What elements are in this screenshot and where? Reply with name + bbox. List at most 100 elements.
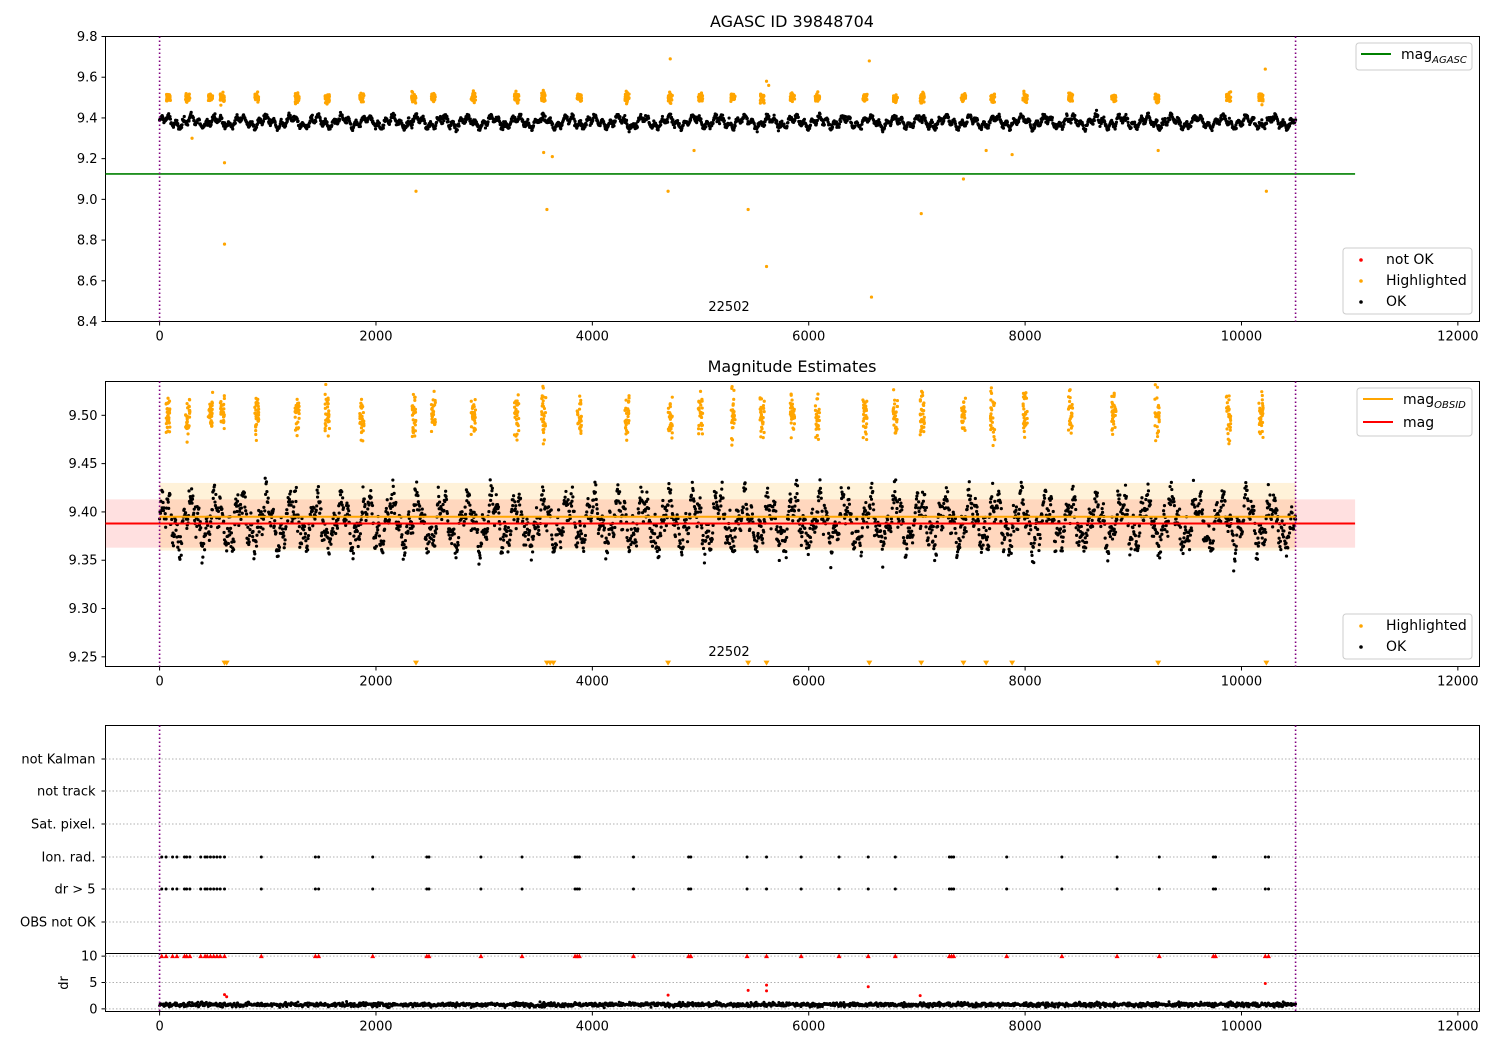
ok-point bbox=[687, 526, 691, 530]
highlighted-point bbox=[324, 100, 329, 104]
ok-point bbox=[579, 529, 583, 533]
ok-point bbox=[504, 534, 508, 538]
ok-point bbox=[1257, 126, 1261, 130]
ok-point bbox=[496, 505, 501, 509]
ok-point bbox=[181, 519, 185, 523]
ok-point bbox=[717, 508, 721, 512]
ok-point bbox=[665, 508, 669, 513]
ok-point bbox=[946, 115, 951, 119]
ok-point bbox=[299, 532, 303, 536]
ok-point bbox=[310, 509, 314, 513]
highlighted-point bbox=[414, 101, 418, 105]
ok-point bbox=[627, 130, 631, 134]
highlighted-point bbox=[817, 97, 821, 101]
ok-point bbox=[250, 120, 254, 124]
ok-point bbox=[573, 119, 577, 123]
ok-point bbox=[283, 124, 288, 128]
ok-point bbox=[447, 533, 451, 537]
ok-point bbox=[448, 127, 452, 131]
ok-point bbox=[530, 128, 534, 132]
ok-point bbox=[1185, 120, 1189, 124]
ok-point bbox=[400, 533, 404, 537]
ok-point bbox=[264, 492, 268, 497]
x-tick-label: 8000 bbox=[1009, 330, 1042, 345]
ok-point bbox=[518, 503, 522, 507]
ok-point bbox=[392, 511, 397, 515]
ok-point bbox=[497, 511, 501, 515]
ok-point bbox=[403, 538, 407, 543]
ok-point bbox=[370, 512, 374, 516]
ok-point bbox=[261, 119, 266, 123]
ok-point bbox=[1028, 119, 1032, 123]
ok-point bbox=[442, 119, 446, 123]
ok-point bbox=[452, 527, 456, 531]
ok-point bbox=[497, 116, 501, 120]
ok-point bbox=[183, 511, 188, 515]
ok-point bbox=[1200, 117, 1205, 121]
ok-point bbox=[468, 503, 472, 507]
ok-point bbox=[344, 518, 348, 522]
ok-point bbox=[700, 542, 704, 546]
ok-point bbox=[180, 541, 184, 546]
ok-point bbox=[229, 531, 234, 535]
ok-point bbox=[697, 503, 701, 507]
ok-point bbox=[602, 518, 606, 522]
ok-point bbox=[573, 525, 578, 529]
ok-point bbox=[349, 122, 353, 126]
ok-point bbox=[325, 527, 329, 531]
ok-point bbox=[727, 526, 731, 530]
ok-point bbox=[199, 526, 203, 530]
ok-point bbox=[650, 528, 654, 532]
ok-point bbox=[956, 128, 961, 132]
highlighted-point bbox=[1259, 92, 1264, 97]
ok-point bbox=[1227, 116, 1231, 120]
ok-point bbox=[871, 114, 875, 118]
ok-point bbox=[382, 539, 386, 543]
ok-point bbox=[621, 527, 625, 532]
ok-point bbox=[695, 525, 699, 529]
ok-point bbox=[264, 480, 269, 484]
ok-point bbox=[265, 489, 269, 494]
ok-point bbox=[736, 509, 740, 513]
highlighted-point bbox=[791, 96, 795, 100]
ok-point bbox=[373, 127, 378, 131]
ok-point bbox=[192, 118, 196, 123]
ok-point bbox=[357, 537, 362, 541]
ok-point bbox=[501, 546, 505, 550]
ok-point bbox=[1001, 126, 1006, 130]
ok-point bbox=[407, 510, 411, 514]
highlighted-point bbox=[666, 95, 671, 99]
highlighted-point bbox=[323, 94, 327, 98]
ok-point bbox=[212, 488, 216, 493]
ok-point bbox=[684, 517, 688, 522]
ok-point bbox=[243, 505, 247, 509]
ok-point bbox=[416, 500, 420, 504]
highlighted-point bbox=[627, 96, 631, 100]
highlighted-point bbox=[1263, 67, 1267, 71]
ok-point bbox=[554, 543, 559, 547]
ok-point bbox=[634, 544, 639, 548]
ok-point bbox=[692, 499, 696, 503]
ok-point bbox=[701, 546, 706, 551]
ok-point bbox=[352, 534, 356, 538]
highlighted-point bbox=[578, 98, 583, 102]
ok-point bbox=[434, 124, 438, 128]
ok-point bbox=[430, 525, 434, 529]
highlighted-point bbox=[984, 148, 988, 153]
highlighted-point bbox=[1156, 96, 1160, 100]
ok-point bbox=[550, 537, 554, 541]
ok-point bbox=[457, 536, 461, 540]
ok-point bbox=[487, 503, 491, 507]
ok-point bbox=[442, 508, 446, 513]
highlighted-point bbox=[961, 177, 966, 181]
ok-point bbox=[180, 125, 184, 130]
ok-point bbox=[456, 543, 460, 547]
ok-point bbox=[303, 531, 308, 536]
ok-point bbox=[450, 541, 454, 546]
ok-point bbox=[179, 553, 183, 557]
highlighted-point bbox=[864, 98, 868, 102]
ok-point bbox=[208, 532, 212, 536]
ok-point bbox=[1073, 113, 1077, 118]
ok-point bbox=[548, 116, 552, 120]
ok-point bbox=[363, 116, 367, 120]
